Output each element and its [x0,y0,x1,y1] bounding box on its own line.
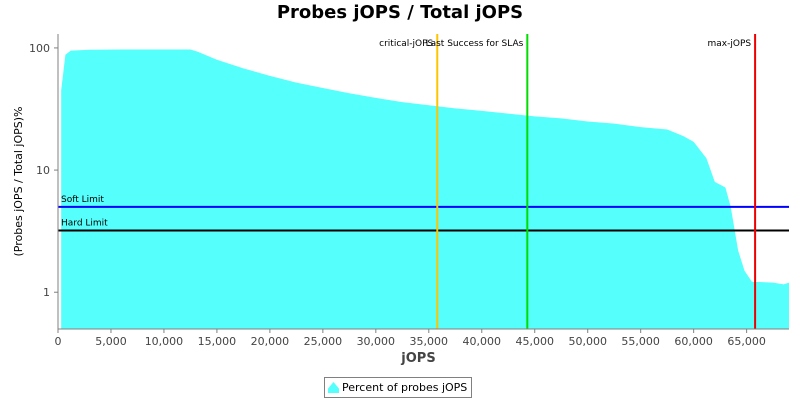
x-tick-label: 5,000 [95,335,127,348]
x-tick-label: 55,000 [621,335,660,348]
x-tick-label: 60,000 [674,335,713,348]
y-tick-label: 10 [36,164,50,177]
x-tick-label: 20,000 [251,335,290,348]
legend-swatch-icon [328,382,339,393]
x-tick-label: 40,000 [463,335,502,348]
x-tick-label: 50,000 [568,335,607,348]
x-tick-label: 25,000 [304,335,343,348]
legend: Percent of probes jOPS [324,377,473,398]
x-axis-label: jOPS [400,351,435,366]
legend-label: Percent of probes jOPS [342,381,468,394]
x-tick-label: 65,000 [727,335,766,348]
x-tick-label: 10,000 [145,335,184,348]
y-tick-label: 100 [29,42,50,55]
x-tick-label: 30,000 [357,335,396,348]
chart-title: Probes jOPS / Total jOPS [276,2,524,23]
marker-label: Last Success for SLAs [426,39,524,49]
x-tick-label: 15,000 [198,335,237,348]
limit-label: Soft Limit [61,195,104,205]
area-series [61,49,789,329]
marker-label: max-jOPS [708,39,752,49]
x-tick-label: 45,000 [515,335,554,348]
limit-label: Hard Limit [61,219,108,229]
x-tick-label: 35,000 [410,335,449,348]
y-tick-label: 1 [43,286,50,299]
marker-label: critical-jOPS [379,39,433,49]
y-axis-label: (Probes jOPS / Total jOPS)% [12,106,25,256]
x-tick-label: 0 [55,335,62,348]
